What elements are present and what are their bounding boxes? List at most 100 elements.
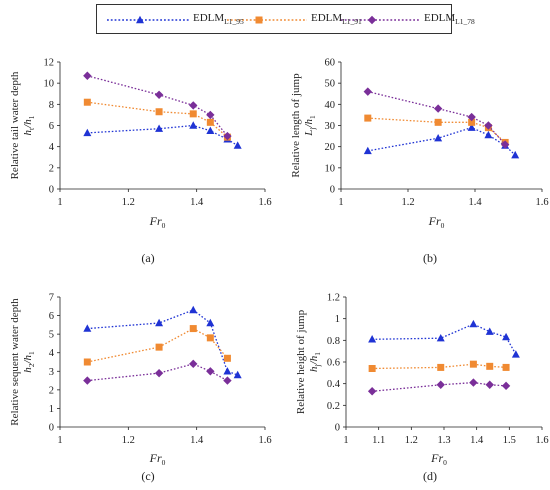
data-point-series-2 <box>189 325 197 333</box>
data-point-series-1 <box>155 318 164 327</box>
data-point-series-2 <box>486 362 494 370</box>
data-point-series-1 <box>502 332 511 341</box>
y-tick-label: 0.8 <box>327 336 340 347</box>
x-tick-label: 1 <box>57 197 62 208</box>
data-point-series-2 <box>434 118 442 126</box>
x-tick-label: 1.2 <box>122 435 135 446</box>
legend-label-series-2: EDLML1_91 <box>311 12 362 27</box>
data-point-series-2 <box>206 334 214 342</box>
data-point-series-2 <box>437 363 445 371</box>
data-point-series-2 <box>83 358 91 366</box>
series-line-1 <box>87 124 239 147</box>
data-point-series-3 <box>223 131 232 141</box>
data-point-series-2 <box>206 118 214 126</box>
x-axis-label: Fr0 <box>149 451 166 467</box>
data-point-series-1 <box>233 370 242 379</box>
series-line-3 <box>87 75 228 137</box>
legend-label-series-1: EDLML1_95 <box>193 12 244 27</box>
data-point-series-1 <box>511 150 520 159</box>
data-point-series-2 <box>469 360 477 368</box>
panel-label: (d) <box>423 469 437 483</box>
y-tick-label: 7 <box>49 293 54 304</box>
y-tick-label: 10 <box>44 79 55 90</box>
y-axis-variable-label: Lj/h1 <box>303 115 317 137</box>
y-axis-variable-label: hj/h1 <box>308 352 322 372</box>
x-tick-label: 1.2 <box>405 435 418 446</box>
data-point-series-1 <box>83 128 92 137</box>
data-point-series-1 <box>155 124 164 132</box>
x-tick-label: 1.2 <box>401 197 414 208</box>
data-point-series-2 <box>502 363 510 371</box>
data-point-series-1 <box>484 130 493 139</box>
data-point-series-2 <box>83 98 91 106</box>
y-tick-label: 6 <box>49 121 54 132</box>
x-tick-label: 1.6 <box>535 197 548 208</box>
x-tick-label: 1.4 <box>470 435 484 446</box>
data-point-series-3 <box>436 380 445 389</box>
panel-4: 0 0.2 0.4 0.6 0.8 1 1.2 1 1.1 1.2 1.3 1.4 1.5 1.6 Fr0 R… <box>295 293 549 484</box>
data-point-series-3 <box>484 121 493 130</box>
x-axis-label: Fr0 <box>428 214 445 230</box>
data-point-series-3 <box>469 378 478 387</box>
x-axis-label: Fr0 <box>430 451 447 467</box>
series-line-2 <box>372 363 507 370</box>
panel-1: 0 2 4 6 8 10 12 1 1.2 1.4 1.6 Fr0 Relative tail wate… <box>9 58 272 266</box>
y-tick-label: 2 <box>49 385 54 396</box>
y-tick-label: 0 <box>330 185 335 196</box>
y-tick-label: 0 <box>49 423 54 434</box>
y-axis-title: Relative length of jump <box>290 73 302 178</box>
data-point-series-1 <box>469 319 478 328</box>
data-point-series-3 <box>154 368 164 378</box>
x-tick-label: 1 <box>57 435 62 446</box>
y-tick-label: 0 <box>49 185 54 196</box>
y-tick-label: 1.2 <box>327 293 340 304</box>
y-axis-title: Relative tail water depth <box>9 71 21 179</box>
panel-label: (c) <box>141 469 154 483</box>
legend-swatches <box>107 15 419 25</box>
y-tick-label: 8 <box>49 100 54 111</box>
y-tick-label: 0 <box>335 423 340 434</box>
y-tick-label: 20 <box>325 142 336 153</box>
series-line-2 <box>367 117 506 143</box>
data-point-series-3 <box>154 90 164 100</box>
panel-label: (b) <box>423 251 437 265</box>
x-axis-label: Fr0 <box>149 214 166 230</box>
data-point-series-2 <box>189 110 197 118</box>
data-point-series-1 <box>233 141 242 149</box>
series-line-1 <box>87 309 238 376</box>
data-point-series-1 <box>467 123 476 131</box>
x-tick-label: 1.4 <box>468 197 482 208</box>
x-tick-label: 1.2 <box>122 197 135 208</box>
y-tick-label: 0.6 <box>327 358 340 369</box>
data-point-series-3 <box>367 387 377 396</box>
legend-label-series-3: EDLML1_78 <box>424 12 475 27</box>
data-point-series-3 <box>189 359 198 369</box>
x-tick-label: 1.6 <box>258 197 271 208</box>
x-tick-label: 1.4 <box>190 197 204 208</box>
y-tick-label: 1 <box>335 314 340 325</box>
data-point-series-3 <box>500 140 510 149</box>
data-point-series-3 <box>206 367 215 376</box>
data-point-series-2 <box>364 114 372 122</box>
data-point-series-1 <box>206 126 215 134</box>
data-point-series-1 <box>511 350 520 358</box>
data-point-series-2 <box>155 343 163 351</box>
y-axis-variable-label: h2/h1 <box>22 351 36 373</box>
data-point-series-1 <box>363 146 372 155</box>
y-tick-label: 12 <box>44 58 55 69</box>
x-tick-label: 1.6 <box>258 435 271 446</box>
y-tick-label: 4 <box>49 142 55 153</box>
data-point-series-2 <box>223 354 231 362</box>
chart-legend: EDLML1_95 EDLML1_91 EDLML1_78 <box>96 4 475 34</box>
x-tick-label: 1.5 <box>503 435 516 446</box>
data-point-series-3 <box>501 381 511 391</box>
data-point-series-3 <box>485 380 494 389</box>
legend-marker-series-1 <box>136 15 144 24</box>
y-tick-label: 4 <box>49 348 55 359</box>
data-point-series-1 <box>436 333 445 342</box>
data-point-series-1 <box>434 134 443 142</box>
x-tick-label: 1.4 <box>190 435 204 446</box>
y-tick-label: 30 <box>325 121 336 132</box>
